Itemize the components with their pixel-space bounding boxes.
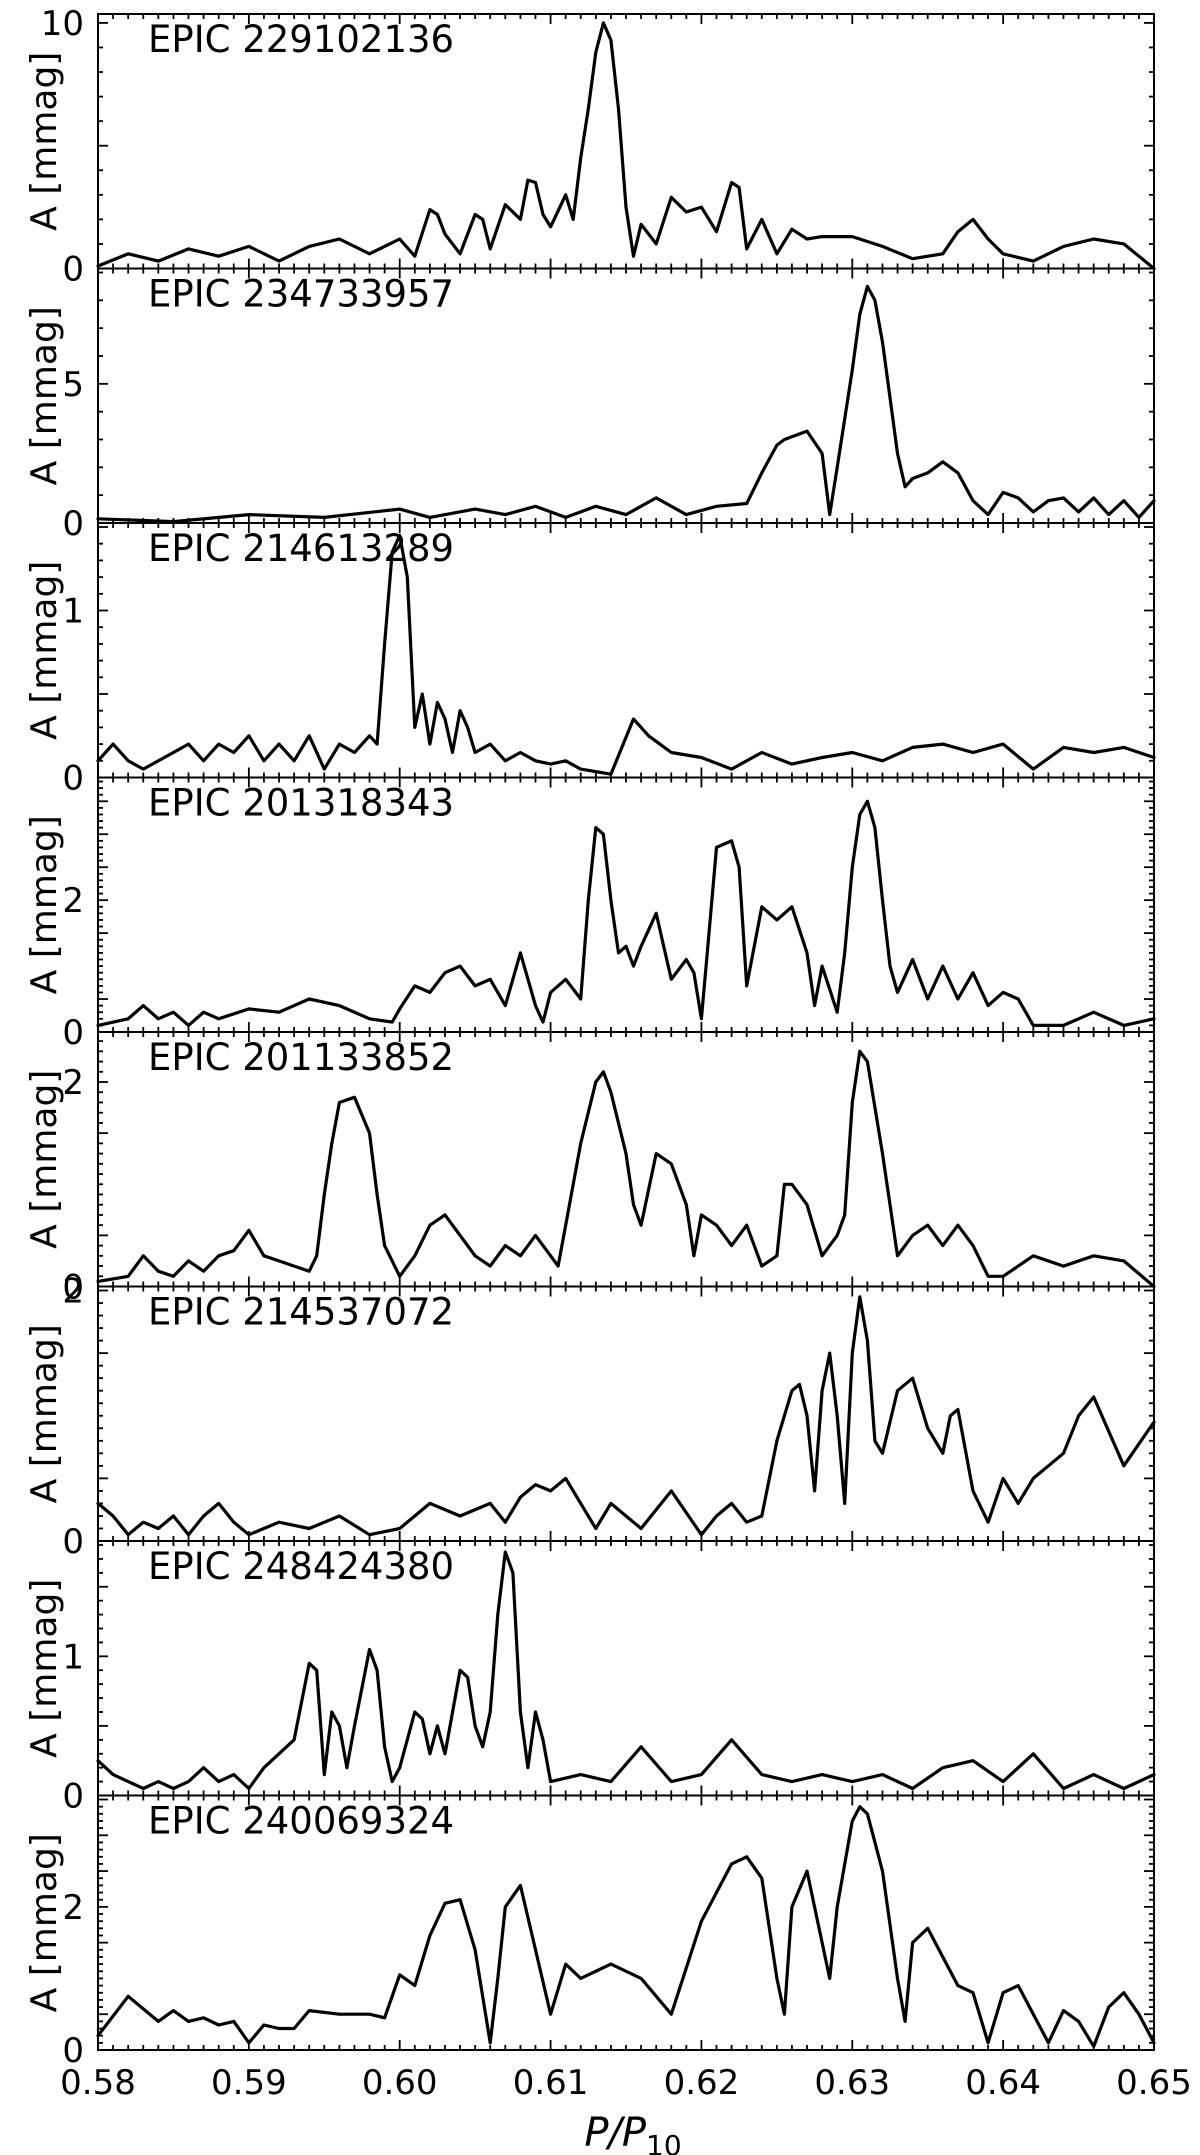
panel: 0 2A [mmag] EPIC 201318343 xyxy=(24,776,1156,1053)
y-axis-label: A [mmag] xyxy=(24,1833,65,2012)
panel: 0 1A [mmag] EPIC 248424380 xyxy=(24,1540,1156,1817)
y-axis-label: A [mmag] xyxy=(24,1070,65,1249)
y-tick-label: 0 xyxy=(62,1777,84,1817)
y-axis-label: A [mmag] xyxy=(24,1579,65,1758)
amplitude-spectrum-line xyxy=(96,1805,1156,2048)
panel-star-label: EPIC 201318343 xyxy=(148,782,454,825)
panel-star-label: EPIC 201133852 xyxy=(148,1036,454,1079)
amplitude-spectrum-line xyxy=(96,21,1156,271)
x-axis-label: P/P10 xyxy=(584,2110,681,2155)
panel: 0 1A [mmag] EPIC 214613289 xyxy=(24,522,1156,799)
amplitude-spectrum-line xyxy=(96,284,1156,524)
y-tick-label: 10 xyxy=(41,4,84,44)
y-axis-label: A [mmag] xyxy=(24,306,65,485)
panel-star-label: EPIC 240069324 xyxy=(148,1800,454,1843)
y-tick-label: 0 xyxy=(62,250,84,290)
panel-star-label: EPIC 248424380 xyxy=(148,1545,454,1588)
x-tick-label: 0.58 xyxy=(60,2063,136,2103)
y-axis-label: A [mmag] xyxy=(24,561,65,740)
amplitude-spectrum-line xyxy=(96,799,1156,1027)
y-tick-label: 5 xyxy=(62,365,84,405)
x-axis: 0.58 0.59 0.60 0.61 0.62 0.63 0.64 0.65 xyxy=(60,2063,1192,2103)
panel-star-label: EPIC 214537072 xyxy=(148,1291,454,1334)
x-axis-label-main: P/P xyxy=(584,2110,647,2155)
y-tick-label: 2 xyxy=(62,881,84,921)
x-tick-label: 0.60 xyxy=(362,2063,438,2103)
panel: 0 2A [mmag] EPIC 201133852 xyxy=(24,1031,1156,1308)
x-tick-label: 0.62 xyxy=(664,2063,740,2103)
amplitude-spectrum-line xyxy=(96,1295,1156,1537)
panel-star-label: EPIC 214613289 xyxy=(148,527,454,570)
y-tick-label: 0 xyxy=(62,1268,84,1308)
panel-star-label: EPIC 229102136 xyxy=(148,18,454,61)
y-axis-label: A [mmag] xyxy=(24,1324,65,1503)
y-tick-label: 1 xyxy=(62,1637,84,1677)
y-tick-label: 2 xyxy=(62,1272,84,1312)
panel: 0 5A [mmag] EPIC 234733957 xyxy=(24,267,1156,544)
panel-star-label: EPIC 234733957 xyxy=(148,273,454,316)
x-tick-label: 0.61 xyxy=(513,2063,589,2103)
y-tick-label: 0 xyxy=(62,2031,84,2071)
y-tick-label: 2 xyxy=(62,1888,84,1928)
y-tick-label: 0 xyxy=(62,1522,84,1562)
panel: 0 10 A [mmag] EPIC 229102136 xyxy=(24,4,1156,290)
y-tick-label: 0 xyxy=(62,759,84,799)
amplitude-spectrum-line xyxy=(96,1049,1156,1289)
x-tick-label: 0.63 xyxy=(814,2063,890,2103)
y-tick-label: 0 xyxy=(62,504,84,544)
panel: 0 2A [mmag] EPIC 240069324 xyxy=(24,1794,1156,2071)
x-axis-label-subscript: 10 xyxy=(646,2129,682,2155)
x-tick-label: 0.59 xyxy=(211,2063,287,2103)
y-axis-label: A [mmag] xyxy=(24,52,65,231)
amplitude-spectrum-line xyxy=(96,1550,1156,1791)
y-axis-label: A [mmag] xyxy=(24,815,65,994)
panel: 0 2 A [mmag] EPIC 214537072 xyxy=(24,1272,1156,1562)
x-tick-label: 0.64 xyxy=(965,2063,1041,2103)
y-tick-label: 2 xyxy=(62,1063,84,1103)
x-tick-label: 0.65 xyxy=(1116,2063,1192,2103)
amplitude-spectrum-line xyxy=(96,533,1156,776)
y-tick-label: 1 xyxy=(62,592,84,632)
y-tick-label: 0 xyxy=(62,1013,84,1053)
